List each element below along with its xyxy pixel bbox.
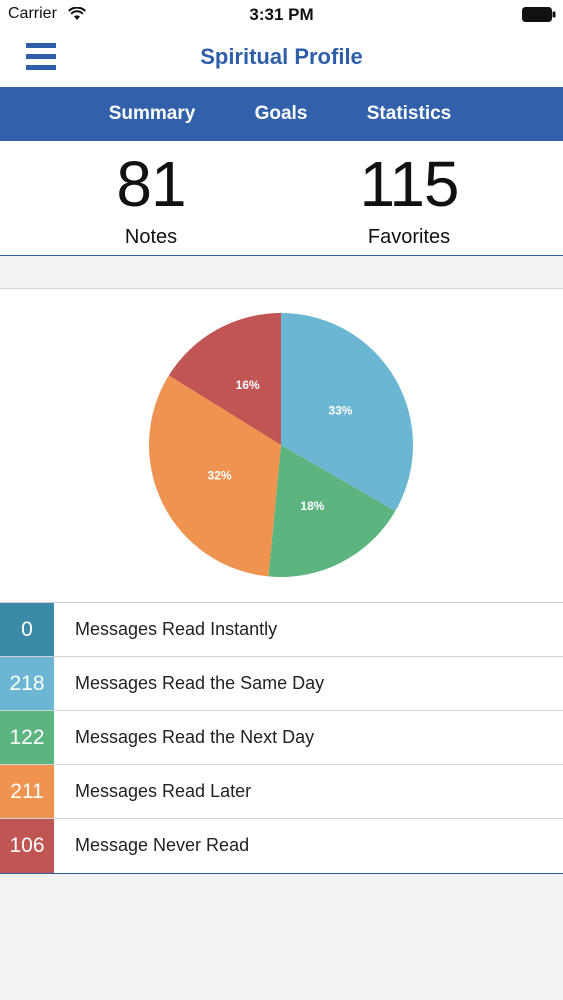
pie-slice-same-day bbox=[281, 313, 413, 511]
tab-goals[interactable]: Goals bbox=[254, 103, 308, 124]
pie-slice-label: 33% bbox=[328, 404, 352, 418]
favorites-count: 115 bbox=[359, 148, 459, 220]
stats-list: 0 Messages Read Instantly 218 Messages R… bbox=[0, 602, 563, 874]
stat-count-badge: 218 bbox=[0, 657, 54, 710]
stat-count-badge: 211 bbox=[0, 765, 54, 818]
stat-row-read-later[interactable]: 211 Messages Read Later bbox=[0, 765, 563, 819]
pie-slice-label: 16% bbox=[236, 378, 260, 392]
pie-slice-label: 32% bbox=[207, 468, 231, 482]
tab-bar: Summary Goals Statistics bbox=[0, 87, 563, 141]
carrier-label: Carrier bbox=[8, 5, 57, 22]
stat-count-badge: 122 bbox=[0, 711, 54, 764]
tab-statistics[interactable]: Statistics bbox=[366, 103, 452, 124]
counts-panel: 81 Notes 115 Favorites bbox=[0, 141, 563, 256]
stat-label: Messages Read the Next Day bbox=[75, 727, 315, 747]
pie-slice-later bbox=[149, 375, 281, 577]
stat-label: Messages Read Later bbox=[75, 781, 252, 801]
pie-slice-next-day bbox=[268, 445, 396, 577]
stat-row-never-read[interactable]: 106 Message Never Read bbox=[0, 819, 563, 873]
notes-count: 81 bbox=[116, 148, 186, 220]
chart-area: 33% 18% 32% 16% bbox=[0, 289, 563, 602]
section-divider bbox=[0, 256, 563, 289]
battery-icon bbox=[522, 7, 556, 22]
pie-slice-never-read bbox=[168, 313, 281, 445]
stat-row-read-same-day[interactable]: 218 Messages Read the Same Day bbox=[0, 657, 563, 711]
stat-row-read-next-day[interactable]: 122 Messages Read the Next Day bbox=[0, 711, 563, 765]
wifi-icon bbox=[68, 7, 86, 20]
hamburger-menu-icon[interactable] bbox=[26, 43, 56, 71]
stat-label: Messages Read Instantly bbox=[75, 619, 278, 639]
status-time: 3:31 PM bbox=[249, 5, 314, 24]
pie-chart: 33% 18% 32% 16% bbox=[149, 313, 413, 577]
stat-count-badge: 0 bbox=[0, 603, 54, 656]
status-bar: Carrier 3:31 PM bbox=[0, 0, 563, 30]
page-title: Spiritual Profile bbox=[200, 44, 363, 69]
pie-slice-label: 18% bbox=[300, 499, 324, 513]
tab-summary[interactable]: Summary bbox=[108, 103, 196, 124]
favorites-count-block: 115 Favorites bbox=[299, 149, 519, 249]
stat-label: Message Never Read bbox=[75, 835, 250, 855]
notes-label: Notes bbox=[124, 226, 178, 248]
notes-count-block: 81 Notes bbox=[41, 149, 261, 249]
stat-count-badge: 106 bbox=[0, 819, 54, 873]
stat-row-read-instantly[interactable]: 0 Messages Read Instantly bbox=[0, 603, 563, 657]
nav-bar: Spiritual Profile bbox=[0, 30, 563, 87]
favorites-label: Favorites bbox=[367, 226, 451, 248]
stat-label: Messages Read the Same Day bbox=[75, 673, 325, 693]
